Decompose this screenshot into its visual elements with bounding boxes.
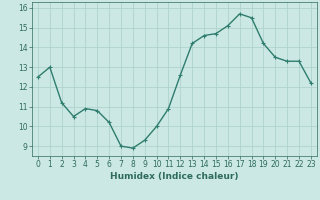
X-axis label: Humidex (Indice chaleur): Humidex (Indice chaleur): [110, 172, 239, 181]
